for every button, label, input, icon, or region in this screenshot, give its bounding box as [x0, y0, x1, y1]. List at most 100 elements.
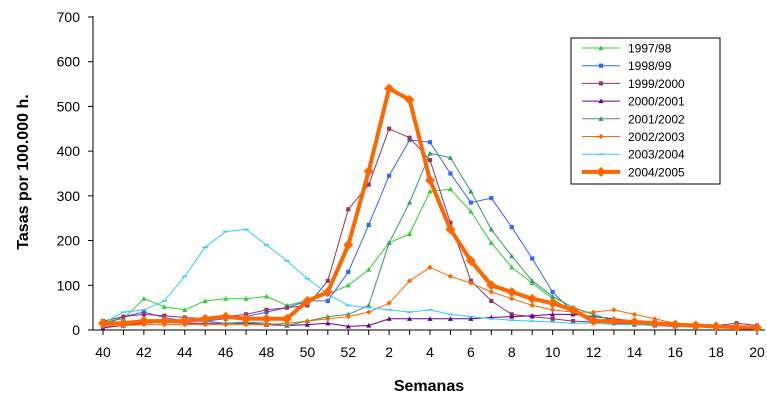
legend: 1997/98 1998/99 1999/2000 2000/2001 2001/200… [570, 37, 721, 185]
data-point [366, 306, 372, 309]
data-point [407, 135, 412, 140]
data-point [182, 275, 188, 278]
x-tick-label: 44 [177, 344, 193, 360]
data-point [509, 319, 515, 321]
data-point [220, 311, 231, 322]
legend-marker [596, 166, 606, 177]
data-point [386, 316, 392, 321]
data-point [568, 304, 579, 315]
data-point [489, 298, 494, 304]
y-tick-label: 200 [57, 233, 81, 249]
x-tick-label: 14 [627, 344, 643, 360]
data-point [406, 316, 413, 321]
legend-label: 2001/2002 [628, 112, 685, 126]
legend-label: 1997/98 [628, 42, 672, 56]
data-point [284, 259, 290, 262]
legend-marker [598, 63, 604, 68]
x-tick-label: 52 [340, 344, 356, 360]
data-point [366, 267, 372, 272]
y-tick-label: 300 [57, 188, 81, 204]
data-point [345, 323, 351, 329]
data-point [590, 309, 597, 315]
y-axis-title: Tasas por 100.000 h. [15, 94, 32, 249]
data-point [529, 278, 535, 283]
data-point [387, 173, 392, 178]
series-2003-2004 [100, 228, 760, 329]
x-tick-label: 16 [667, 344, 683, 360]
data-point [345, 304, 351, 307]
data-point [261, 313, 272, 324]
data-point [366, 302, 372, 308]
data-point [202, 298, 208, 304]
x-tick-label: 12 [586, 344, 602, 360]
data-point [509, 296, 515, 302]
legend-marker [598, 116, 604, 121]
data-point [118, 318, 129, 329]
data-point [363, 166, 374, 177]
y-tick-label: 100 [57, 277, 81, 293]
data-point [649, 318, 660, 329]
data-point [486, 280, 497, 291]
series-2004-2005 [98, 83, 762, 333]
data-point [243, 296, 249, 301]
x-tick-label: 6 [467, 344, 475, 360]
data-point [711, 321, 722, 332]
data-point [509, 225, 514, 230]
x-tick-label: 8 [508, 344, 516, 360]
data-point [550, 293, 556, 299]
data-point [588, 316, 599, 327]
data-point [263, 293, 270, 299]
data-point [161, 300, 167, 302]
series-1997-98 [100, 186, 760, 330]
data-point [752, 322, 762, 333]
data-point [529, 320, 535, 322]
data-point [384, 83, 395, 94]
series-layer [98, 83, 762, 333]
data-point [506, 286, 517, 297]
data-point [468, 200, 473, 205]
data-point [325, 298, 330, 304]
data-point [547, 298, 558, 309]
legend-box [570, 37, 721, 185]
data-point [404, 94, 415, 105]
data-point [690, 320, 701, 331]
legend-marker [598, 81, 604, 86]
data-point [488, 289, 494, 295]
x-tick-label: 50 [300, 344, 316, 360]
data-point [427, 264, 433, 270]
data-point [529, 313, 535, 318]
data-point [386, 240, 392, 245]
data-point [264, 310, 269, 315]
data-point [325, 278, 330, 283]
data-point [121, 314, 126, 319]
data-point [322, 286, 333, 297]
data-point [489, 196, 494, 201]
data-point [263, 244, 270, 246]
data-point [447, 316, 454, 321]
data-point [223, 322, 229, 328]
data-point [141, 309, 147, 311]
data-point [468, 188, 474, 194]
data-point [427, 150, 433, 156]
data-point [448, 220, 453, 225]
data-point [141, 296, 147, 301]
data-point [202, 246, 208, 249]
data-point [570, 318, 576, 324]
data-point [264, 307, 269, 312]
data-point [445, 224, 456, 235]
data-point [427, 140, 433, 145]
data-point [346, 269, 351, 274]
data-point [141, 310, 146, 315]
data-point [387, 126, 392, 131]
data-point [263, 322, 270, 328]
data-point [406, 199, 413, 205]
legend-marker [598, 45, 604, 51]
data-point [162, 313, 167, 318]
x-tick-label: 42 [136, 344, 152, 360]
legend-label: 2000/2001 [628, 95, 685, 109]
data-point [243, 322, 249, 328]
legend-marker [598, 133, 604, 140]
data-point [425, 175, 435, 186]
legend-marker [598, 153, 604, 155]
data-point [527, 293, 538, 304]
